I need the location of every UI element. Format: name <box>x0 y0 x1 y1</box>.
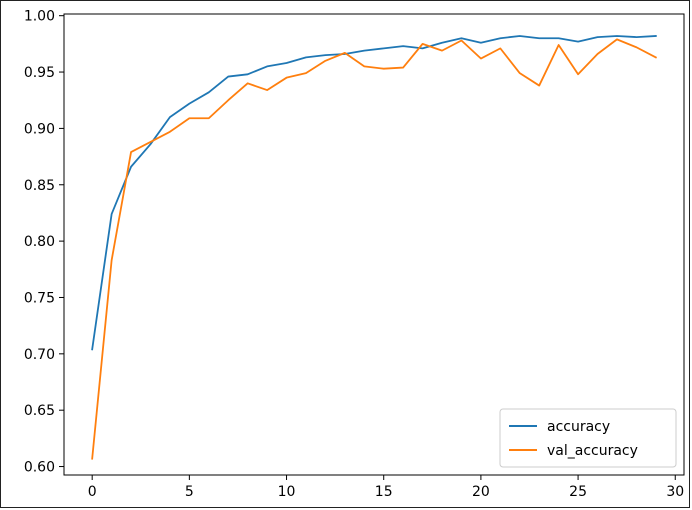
x-tick-label: 20 <box>472 484 490 500</box>
y-tick-label: 0.60 <box>24 460 55 476</box>
y-tick-label: 0.80 <box>24 234 55 250</box>
y-tick-label: 1.00 <box>24 9 55 25</box>
y-tick-label: 0.65 <box>24 403 55 419</box>
x-tick-label: 10 <box>278 484 296 500</box>
axes-group <box>63 13 685 476</box>
legend: accuracy val_accuracy <box>499 408 677 468</box>
y-tick-label: 0.70 <box>24 347 55 363</box>
legend-label: accuracy <box>547 419 610 435</box>
series-group <box>91 35 658 460</box>
x-tick-label: 15 <box>375 484 393 500</box>
y-tick-label: 0.95 <box>24 65 55 81</box>
y-tick-label: 0.75 <box>24 290 55 306</box>
legend-box <box>499 408 677 468</box>
ticks-group: 0 5 10 15 20 25 30 0.60 0.65 0.70 0.75 0.80 0.85 0.90… <box>24 9 684 500</box>
x-tick-label: 25 <box>569 484 587 500</box>
plot-area <box>63 13 685 476</box>
x-tick-label: 5 <box>185 484 194 500</box>
legend-label: val_accuracy <box>547 443 638 459</box>
series-line-val-accuracy <box>91 38 658 460</box>
y-tick-label: 0.85 <box>24 178 55 194</box>
series-line-accuracy <box>91 35 657 351</box>
x-tick-label: 30 <box>666 484 684 500</box>
y-tick-label: 0.90 <box>24 121 55 137</box>
x-tick-label: 0 <box>88 484 97 500</box>
